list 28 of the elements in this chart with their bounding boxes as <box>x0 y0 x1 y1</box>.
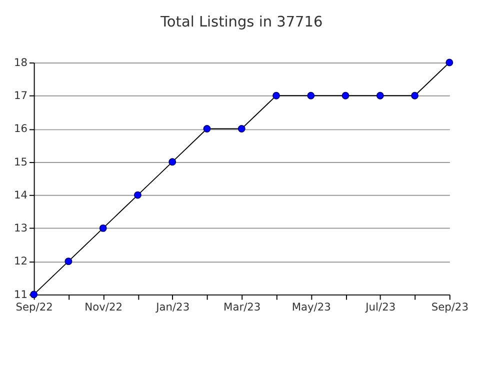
x-tick-label: Mar/23 <box>224 300 261 314</box>
point <box>376 92 384 100</box>
point <box>99 224 107 232</box>
point <box>203 125 211 132</box>
y-tick-label: 13 <box>14 222 28 235</box>
y-tick-label: 18 <box>14 56 28 69</box>
point <box>238 125 246 132</box>
y-tick-label: 16 <box>14 122 28 136</box>
y-tick-label: 12 <box>14 254 28 268</box>
point <box>272 92 280 100</box>
x-tick-label: Jul/23 <box>364 300 396 314</box>
point <box>342 92 350 100</box>
x-tick-label: Nov/22 <box>84 300 122 314</box>
x-tick-label: Sep/23 <box>431 300 468 314</box>
x-tick-label: Jan/23 <box>155 300 190 314</box>
chart-title: Total Listings in 37716 <box>160 14 323 31</box>
x-tick-label: Sep/22 <box>16 300 53 314</box>
point <box>446 58 454 66</box>
x-tick-label: May/23 <box>292 300 331 314</box>
y-tick-label: 14 <box>14 188 28 202</box>
y-tick-label: 17 <box>14 89 28 102</box>
point <box>307 92 315 100</box>
point <box>168 158 176 166</box>
point <box>411 92 419 100</box>
point <box>64 258 72 266</box>
point <box>134 191 142 199</box>
y-tick-label: 15 <box>14 155 28 168</box>
y-tick-label: 11 <box>14 288 28 301</box>
